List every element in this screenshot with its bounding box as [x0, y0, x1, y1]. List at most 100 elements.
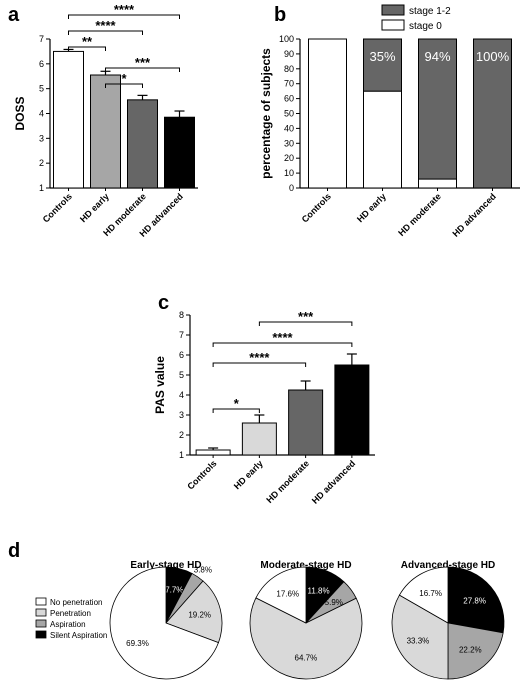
category-label: HD advanced [451, 191, 498, 238]
y-tick-label: 7 [39, 34, 44, 44]
y-tick-label: 10 [284, 168, 294, 178]
y-tick-label: 50 [284, 109, 294, 119]
data-label: 100% [476, 49, 510, 64]
stacked-bar-segment [363, 38, 402, 92]
significance-label: *** [135, 55, 151, 70]
significance-label: * [234, 396, 240, 411]
significance-bracket [105, 67, 180, 72]
y-tick-label: 100 [279, 34, 294, 44]
category-label: Controls [185, 458, 218, 491]
y-tick-label: 60 [284, 94, 294, 104]
pie-title: Advanced-stage HD [401, 560, 495, 571]
significance-label: **** [114, 2, 135, 17]
legend-label: stage 1-2 [409, 6, 451, 17]
pie-slice-label: 16.7% [419, 589, 442, 598]
y-axis-label: PAS value [153, 356, 167, 414]
category-label: HD early [78, 191, 111, 224]
pie-slice-label: 33.3% [407, 636, 430, 645]
legend-swatch [381, 4, 405, 16]
significance-bracket [212, 362, 307, 367]
pie-slice-label: 17.6% [276, 589, 299, 598]
pie-legend-label: Aspiration [50, 620, 86, 629]
y-tick-label: 6 [39, 59, 44, 69]
pie-slice-label: 19.2% [188, 611, 211, 620]
bar [90, 74, 121, 189]
significance-label: *** [298, 309, 314, 324]
pie-slice [447, 622, 504, 680]
panel-label-d: d [8, 540, 20, 562]
pie-legend-label: No penetration [50, 598, 102, 607]
y-tick-label: 90 [284, 49, 294, 59]
category-label: HD moderate [396, 191, 443, 238]
bar [53, 50, 84, 189]
pie-slice [249, 597, 363, 680]
stacked-bar-segment [418, 178, 457, 189]
stacked-bar-segment [418, 38, 457, 180]
stacked-bar-segment [473, 38, 512, 189]
pie-legend-swatch [35, 619, 47, 628]
bar [195, 449, 231, 456]
panel-c-pas-chart: 1 2 3 4 5 6 7 8 PAS value Controls HD early HD mode… [153, 309, 375, 506]
pie-slice-label: 3.8% [194, 565, 212, 574]
pie-slice [255, 566, 307, 624]
data-label: 35% [369, 49, 395, 64]
pie-slice-label: 27.8% [463, 597, 486, 606]
pie-legend-swatch [35, 630, 47, 639]
significance-label: **** [95, 18, 116, 33]
y-tick-label: 4 [39, 109, 44, 119]
y-tick-label: 1 [179, 450, 184, 460]
significance-bracket [68, 30, 143, 35]
significance-bracket [212, 408, 260, 413]
pie-slice-label: 69.3% [126, 639, 149, 648]
y-tick-label: 7 [179, 330, 184, 340]
y-tick-label: 30 [284, 138, 294, 148]
category-label: Controls [300, 191, 333, 224]
y-tick-label: 5 [179, 370, 184, 380]
y-tick-label: 8 [179, 310, 184, 320]
panel-label-b: b [274, 4, 286, 26]
significance-bracket [105, 83, 143, 88]
pie-legend-swatch [35, 608, 47, 617]
category-label: HD early [232, 458, 265, 491]
pie-slice-label: 11.8% [308, 587, 330, 596]
category-label: HD moderate [264, 458, 311, 505]
pie-slice [398, 566, 449, 624]
pie-title: Moderate-stage HD [260, 560, 351, 571]
y-tick-label: 2 [179, 430, 184, 440]
y-tick-label: 3 [39, 133, 44, 143]
y-axis-label: DOSS [13, 96, 27, 130]
y-tick-label: 20 [284, 153, 294, 163]
significance-label: * [121, 71, 127, 86]
bar [127, 99, 158, 189]
bar [288, 389, 324, 456]
pie-slice-label: 7.7% [165, 585, 183, 594]
pie-slice [447, 566, 505, 634]
y-tick-label: 5 [39, 84, 44, 94]
y-tick-label: 2 [39, 158, 44, 168]
significance-label: **** [272, 330, 293, 345]
significance-bracket [68, 14, 180, 19]
pie-slice-label: 5.9% [325, 598, 343, 607]
pie-legend-label: Silent Aspiration [50, 631, 107, 640]
category-label: HD advanced [310, 458, 357, 505]
panel-d-pie-charts: Early-stage HD 7.7% 3.8% 19.2% 69.3% Moderate… [35, 560, 505, 680]
bar [241, 422, 277, 456]
y-tick-label: 70 [284, 79, 294, 89]
pie-slice-label: 64.7% [295, 654, 318, 663]
y-axis-label: percentage of subjects [259, 48, 273, 179]
stacked-bar-segment [363, 90, 402, 189]
significance-label: ** [82, 34, 93, 49]
y-tick-label: 4 [179, 390, 184, 400]
y-tick-label: 40 [284, 123, 294, 133]
pie-legend-label: Penetration [50, 609, 91, 618]
category-label: HD early [355, 191, 388, 224]
significance-label: **** [249, 350, 270, 365]
bar [334, 364, 370, 456]
significance-bracket [68, 46, 106, 51]
stacked-bar-segment [308, 38, 347, 189]
y-tick-label: 3 [179, 410, 184, 420]
significance-bracket [258, 321, 353, 326]
category-label: Controls [41, 191, 74, 224]
legend-label: stage 0 [409, 21, 442, 32]
